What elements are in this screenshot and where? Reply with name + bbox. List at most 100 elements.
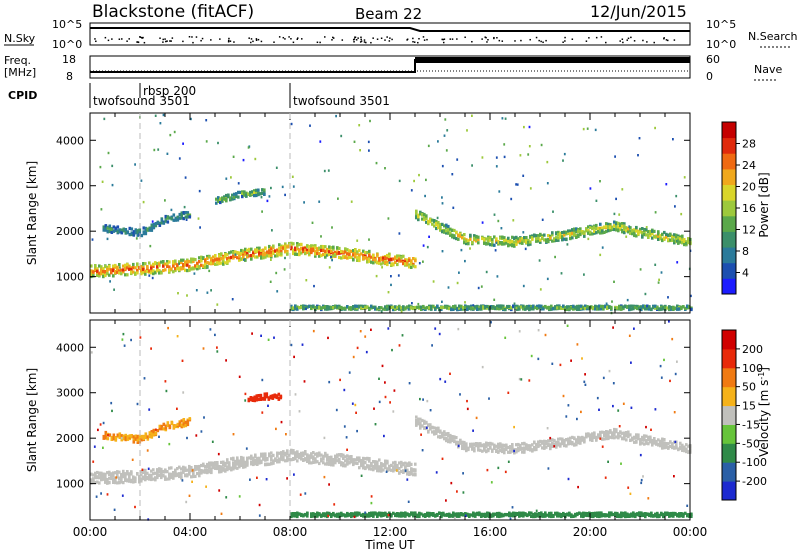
- data-cell: [382, 512, 385, 516]
- data-cell: [459, 441, 462, 445]
- nsearch-point: [535, 36, 538, 39]
- data-cell: [264, 251, 267, 255]
- scatter-cell: [164, 199, 166, 202]
- scatter-cell: [441, 164, 444, 168]
- data-cell: [536, 304, 539, 308]
- scatter-cell: [613, 280, 615, 283]
- data-cell: [583, 436, 586, 440]
- data-cell: [354, 461, 357, 465]
- data-cell: [132, 440, 136, 444]
- data-cell: [120, 228, 124, 232]
- data-cell: [433, 432, 436, 436]
- data-cell: [420, 305, 423, 309]
- data-cell: [596, 511, 599, 515]
- data-cell: [120, 472, 123, 477]
- data-cell: [623, 432, 626, 436]
- data-cell: [659, 442, 662, 446]
- data-cell: [531, 236, 534, 240]
- data-cell: [556, 511, 559, 515]
- data-cell: [90, 269, 93, 273]
- data-cell: [196, 465, 199, 470]
- data-cell: [261, 188, 264, 192]
- data-cell: [324, 512, 327, 516]
- data-cell: [390, 305, 393, 309]
- data-cell: [600, 514, 603, 518]
- data-cell: [423, 419, 426, 423]
- scatter-cell: [544, 333, 547, 337]
- data-cell: [507, 244, 510, 248]
- scatter-cell: [319, 140, 322, 143]
- data-cell: [432, 512, 435, 516]
- scatter-cell: [418, 262, 421, 265]
- data-cell: [621, 224, 624, 228]
- scatter-cell: [451, 173, 454, 176]
- data-cell: [455, 230, 458, 235]
- data-cell: [138, 434, 142, 438]
- data-cell: [386, 468, 389, 472]
- scatter-cell: [206, 291, 209, 294]
- data-cell: [190, 466, 193, 470]
- data-cell: [494, 512, 497, 516]
- data-cell: [374, 460, 377, 464]
- data-cell: [260, 248, 263, 253]
- data-cell: [130, 267, 133, 271]
- data-cell: [452, 514, 455, 518]
- data-cell: [549, 439, 552, 443]
- data-cell: [428, 511, 431, 515]
- data-cell: [453, 228, 456, 233]
- data-cell: [603, 432, 606, 437]
- data-cell: [324, 514, 327, 518]
- nsearch-point: [282, 36, 285, 39]
- data-cell: [98, 273, 101, 278]
- data-cell: [304, 248, 307, 252]
- data-cell: [502, 306, 505, 310]
- data-cell: [134, 477, 137, 481]
- data-cell: [394, 468, 397, 472]
- data-cell: [477, 448, 480, 452]
- data-cell: [479, 442, 482, 446]
- data-cell: [322, 457, 325, 461]
- data-cell: [390, 513, 393, 517]
- data-cell: [607, 225, 610, 229]
- data-cell: [429, 220, 432, 224]
- data-cell: [625, 228, 628, 232]
- nsearch-point: [451, 38, 454, 40]
- data-cell: [278, 243, 281, 247]
- data-cell: [414, 462, 417, 466]
- data-cell: [615, 228, 618, 232]
- data-cell: [592, 511, 595, 516]
- data-cell: [362, 513, 365, 517]
- data-cell: [519, 446, 522, 450]
- data-cell: [592, 514, 595, 519]
- data-cell: [182, 418, 186, 422]
- data-cell: [485, 441, 488, 445]
- data-cell: [278, 460, 281, 464]
- data-cell: [234, 463, 237, 468]
- data-cell: [132, 437, 136, 441]
- data-cell: [577, 441, 580, 445]
- data-cell: [334, 456, 337, 460]
- data-cell: [392, 263, 395, 267]
- data-cell: [386, 262, 389, 267]
- data-cell: [545, 239, 548, 243]
- data-cell: [392, 461, 395, 465]
- data-cell: [450, 307, 453, 312]
- data-cell: [518, 305, 521, 309]
- data-cell: [561, 235, 564, 239]
- data-cell: [304, 452, 307, 456]
- nsearch-point: [600, 36, 603, 38]
- data-cell: [421, 217, 424, 221]
- data-cell: [196, 264, 199, 268]
- data-cell: [174, 474, 177, 478]
- nave-label: Nave: [754, 63, 782, 76]
- nsearch-point: [355, 39, 358, 41]
- data-cell: [600, 307, 603, 311]
- data-cell: [583, 230, 586, 234]
- y-tick-label: 3000: [56, 180, 84, 193]
- data-cell: [441, 222, 444, 226]
- data-cell: [655, 442, 658, 446]
- data-cell: [681, 443, 684, 447]
- data-cell: [330, 249, 333, 253]
- data-cell: [625, 226, 628, 230]
- data-cell: [619, 225, 622, 230]
